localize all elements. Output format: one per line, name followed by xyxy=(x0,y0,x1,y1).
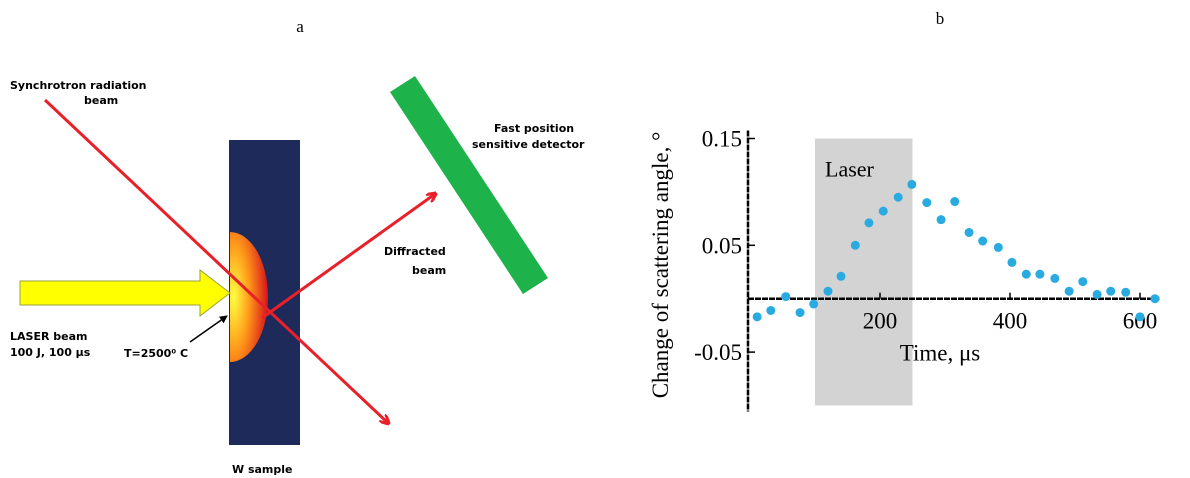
data-point xyxy=(978,237,987,246)
data-point xyxy=(937,215,946,224)
data-point xyxy=(1078,277,1087,286)
data-point xyxy=(766,306,775,315)
annotation: Laser xyxy=(825,157,875,182)
panel-label: b xyxy=(936,9,945,28)
data-point xyxy=(1093,290,1102,299)
label: LASER beam xyxy=(10,330,87,343)
y-tick-label: 0.05 xyxy=(702,233,742,258)
data-point xyxy=(837,272,846,281)
y-tick-label: 0.15 xyxy=(702,127,742,152)
data-point xyxy=(950,197,959,206)
label: beam xyxy=(84,94,118,107)
detector xyxy=(390,76,548,294)
x-axis-label: Time, μs xyxy=(900,341,981,366)
label: sensitive detector xyxy=(472,138,585,151)
data-point xyxy=(1007,258,1016,267)
data-point xyxy=(965,228,974,237)
figure: a b Synchrotron radiation beam Fast posi… xyxy=(0,0,1190,478)
data-point xyxy=(1022,270,1031,279)
data-point xyxy=(1050,274,1059,283)
y-axis-label: Change of scattering angle, ° xyxy=(648,132,673,399)
x-tick-label: 400 xyxy=(993,309,1028,334)
data-point xyxy=(1136,312,1145,321)
incident-beam xyxy=(45,100,388,423)
data-point xyxy=(1106,287,1115,296)
data-point xyxy=(1065,287,1074,296)
label: Fast position xyxy=(494,122,574,135)
data-point xyxy=(879,207,888,216)
label: beam xyxy=(412,264,446,277)
data-point xyxy=(1121,288,1130,297)
y-tick-label: -0.05 xyxy=(694,340,742,365)
data-point xyxy=(1150,294,1159,303)
pointer-arrow xyxy=(190,316,227,342)
data-point xyxy=(796,308,805,317)
label: Synchrotron radiation xyxy=(10,79,147,92)
label: W sample xyxy=(232,463,293,476)
data-point xyxy=(994,243,1003,252)
label: Diffracted xyxy=(384,245,446,258)
data-point xyxy=(753,312,762,321)
laser-arrow xyxy=(20,270,230,316)
data-point xyxy=(907,180,916,189)
x-tick-label: 200 xyxy=(863,309,898,334)
data-point xyxy=(922,198,931,207)
data-point xyxy=(1035,270,1044,279)
data-point xyxy=(824,287,833,296)
label: T=2500⁰ C xyxy=(124,347,188,360)
data-point xyxy=(864,218,873,227)
data-point xyxy=(809,300,818,309)
panel-label: a xyxy=(296,17,304,36)
data-point xyxy=(851,241,860,250)
label: 100 J, 100 μs xyxy=(10,346,91,359)
data-point xyxy=(781,292,790,301)
data-point xyxy=(894,193,903,202)
